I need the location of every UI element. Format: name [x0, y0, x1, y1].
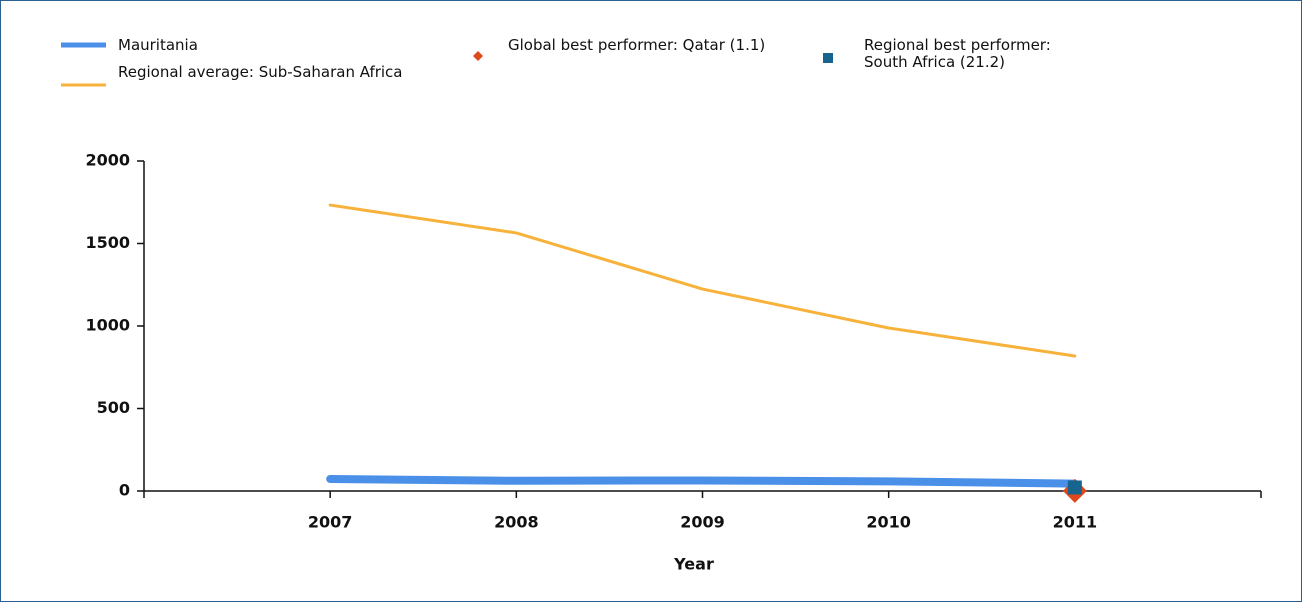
x-tick-label: 2007 [308, 513, 353, 532]
y-tick-label: 0 [119, 481, 130, 500]
x-tick-label: 2008 [494, 513, 539, 532]
x-tick-label: 2009 [680, 513, 725, 532]
x-axis-label: Year [673, 555, 714, 574]
y-tick-label: 500 [97, 398, 130, 417]
legend-label: Regional average: Sub-Saharan Africa [118, 63, 403, 81]
legend-label: Mauritania [118, 36, 198, 54]
legend-label: Regional best performer: South Africa (2… [864, 36, 1051, 71]
x-tick-label: 2010 [866, 513, 911, 532]
legend-marker [473, 51, 483, 61]
y-tick-label: 2000 [85, 151, 130, 170]
legend-label: Global best performer: Qatar (1.1) [508, 36, 766, 54]
series-line [326, 474, 1079, 488]
marker-square [1067, 480, 1082, 495]
y-tick-label: 1500 [85, 233, 130, 252]
series-line [328, 203, 1077, 358]
legend-marker [823, 53, 833, 63]
x-tick-label: 2011 [1053, 513, 1098, 532]
y-tick-label: 1000 [85, 316, 130, 335]
